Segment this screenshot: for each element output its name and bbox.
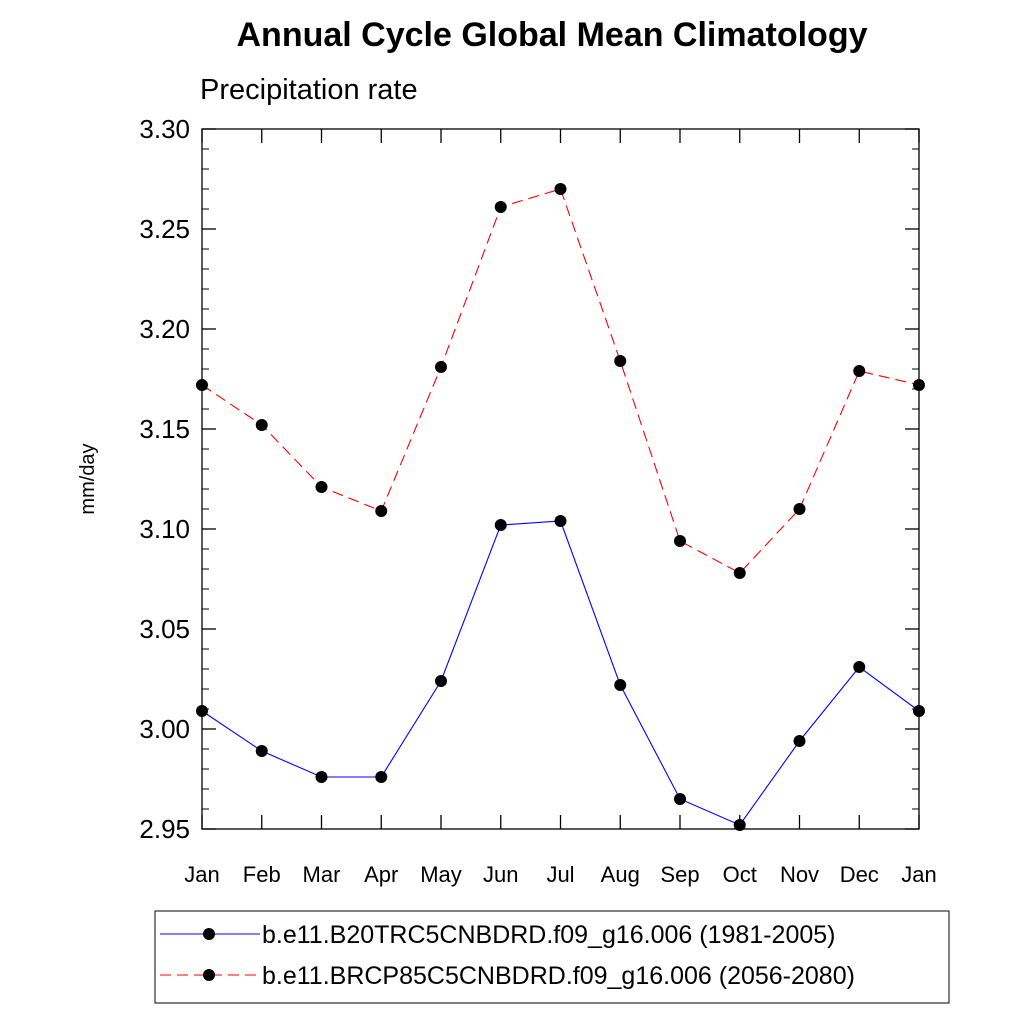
series-1-point	[853, 661, 866, 673]
x-tick-label: Mar	[303, 862, 341, 887]
series-2-point	[674, 535, 686, 547]
series-1-point	[494, 519, 507, 531]
legend-label-series-1: b.e11.B20TRC5CNBDRD.f09_g16.006 (1981-20…	[262, 921, 836, 949]
series-2-point	[913, 379, 925, 391]
x-tick-label: Feb	[243, 862, 281, 887]
series-1-point	[554, 515, 567, 527]
x-tick-label: Sep	[660, 862, 699, 887]
legend-marker-series-1	[203, 928, 215, 940]
y-tick-label: 3.10	[139, 514, 190, 544]
series-2-point	[853, 365, 866, 377]
x-tick-label: Oct	[723, 862, 757, 887]
x-tick-labels: Jan Feb Mar Apr May Jun Jul Aug Sep Oct Nov Dec Jan	[184, 862, 936, 887]
axis-ticks	[201, 128, 920, 830]
series-1-point	[913, 705, 925, 717]
x-tick-label: Dec	[840, 862, 879, 887]
legend: b.e11.B20TRC5CNBDRD.f09_g16.006 (1981-20…	[154, 910, 950, 1004]
y-tick-label: 2.95	[139, 814, 190, 844]
legend-label-series-2: b.e11.BRCP85C5CNBDRD.f09_g16.006 (2056-2…	[262, 962, 855, 990]
x-tick-label: Apr	[364, 862, 398, 887]
plot-frame	[201, 128, 920, 830]
series-1-point	[196, 705, 208, 717]
series-2-point	[614, 355, 627, 367]
x-tick-label: Aug	[601, 862, 640, 887]
series-2-point	[554, 183, 567, 195]
series-2-point	[733, 567, 746, 579]
y-tick-label: 3.25	[139, 214, 190, 244]
series-2-point	[315, 481, 328, 493]
y-tick-label: 3.30	[139, 114, 190, 144]
series-1-line	[201, 520, 920, 826]
y-axis-label: mm/day	[77, 443, 99, 514]
series-1-point	[435, 675, 447, 687]
chart-subtitle: Precipitation rate	[200, 74, 418, 106]
y-tick-label: 3.15	[139, 414, 190, 444]
chart-title: Annual Cycle Global Mean Climatology	[237, 16, 868, 54]
x-tick-label: Nov	[780, 862, 819, 887]
legend-box	[154, 910, 950, 1004]
y-tick-label: 3.20	[139, 314, 190, 344]
series-2-point	[494, 201, 507, 213]
series-1-point	[733, 819, 746, 831]
y-tick-label: 3.05	[139, 614, 190, 644]
series-1-point	[375, 771, 388, 783]
series-1-point	[674, 793, 686, 805]
legend-marker-series-2	[203, 969, 215, 981]
y-tick-label: 3.00	[139, 714, 190, 744]
x-tick-label: Jan	[184, 862, 219, 887]
series-1-point	[315, 771, 328, 783]
series-2-point	[793, 503, 806, 515]
x-tick-label: Jul	[546, 862, 574, 887]
x-tick-label: May	[420, 862, 462, 887]
series-1-point	[255, 745, 268, 757]
x-tick-label: Jun	[483, 862, 518, 887]
y-tick-labels: 2.95 3.00 3.05 3.10 3.15 3.20 3.25 3.30	[139, 114, 190, 844]
series-layer	[196, 183, 925, 831]
series-2-point	[255, 419, 268, 431]
series-2-point	[435, 361, 447, 373]
series-1-point	[793, 735, 806, 747]
x-tick-label: Jan	[901, 862, 936, 887]
series-2-point	[196, 379, 208, 391]
series-1-point	[614, 679, 627, 691]
series-2-point	[375, 505, 388, 517]
